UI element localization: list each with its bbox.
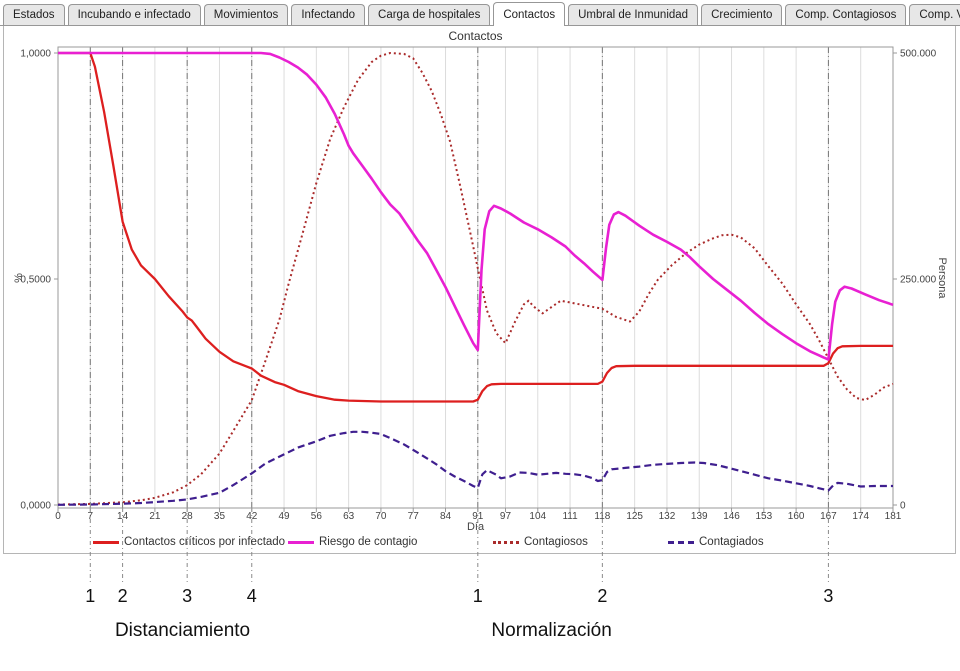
event-number-day-7: 1	[85, 586, 96, 606]
event-number-day-14: 2	[117, 586, 128, 606]
chart-title: Contactos	[448, 29, 503, 43]
y-right-axis-title: Persona	[936, 257, 948, 299]
legend-line-sample	[493, 540, 519, 544]
event-number-day-118: 2	[597, 586, 608, 606]
legend-label: Riesgo de contagio	[319, 536, 418, 548]
legend-line-sample	[93, 540, 119, 544]
legend-label: Contactos críticos por infectado	[124, 536, 286, 548]
chart-panel	[3, 26, 956, 554]
tab-movimientos[interactable]: Movimientos	[203, 4, 289, 25]
legend-label: Contagiados	[699, 536, 764, 548]
x-axis-title: Día	[466, 521, 485, 533]
tab-crecimiento[interactable]: Crecimiento	[701, 4, 783, 25]
tab-incubando-e-infectado[interactable]: Incubando e infectado	[67, 4, 201, 25]
chart-legend: Contactos críticos por infectado Riesgo d…	[0, 534, 960, 552]
tab-comp-contagiosos[interactable]: Comp. Contagiosos	[785, 4, 907, 25]
tab-carga-de-hospitales[interactable]: Carga de hospitales	[368, 4, 491, 25]
legend-item-contagiados: Contagiados	[668, 534, 764, 550]
legend-line-sample	[288, 540, 314, 544]
phase-label-normalizaci-n: Normalización	[491, 620, 612, 641]
tab-umbral-de-inmunidad[interactable]: Umbral de Inmunidad	[568, 4, 699, 25]
legend-item-riesgo-de-contagio: Riesgo de contagio	[288, 534, 417, 550]
event-number-day-42: 4	[246, 586, 257, 606]
tab-estados[interactable]: Estados	[3, 4, 65, 25]
legend-item-contactos-cr-ticos-por-infectado: Contactos críticos por infectado	[93, 534, 285, 550]
tab-infectando[interactable]: Infectando	[291, 4, 366, 25]
tab-comp-victimas[interactable]: Comp. Victimas	[909, 4, 960, 25]
legend-item-contagiosos: Contagiosos	[493, 534, 588, 550]
tab-contactos[interactable]: Contactos	[493, 2, 566, 26]
legend-line-sample	[668, 540, 694, 544]
y-left-axis-title: %	[13, 273, 25, 283]
phase-label-distanciamiento: Distanciamiento	[114, 620, 251, 641]
event-number-day-167: 3	[823, 586, 834, 606]
tab-bar: Estados Incubando e infectado Movimientos I…	[0, 0, 960, 26]
legend-label: Contagiosos	[524, 536, 588, 548]
event-number-day-91: 1	[472, 586, 483, 606]
event-number-day-28: 3	[182, 586, 193, 606]
